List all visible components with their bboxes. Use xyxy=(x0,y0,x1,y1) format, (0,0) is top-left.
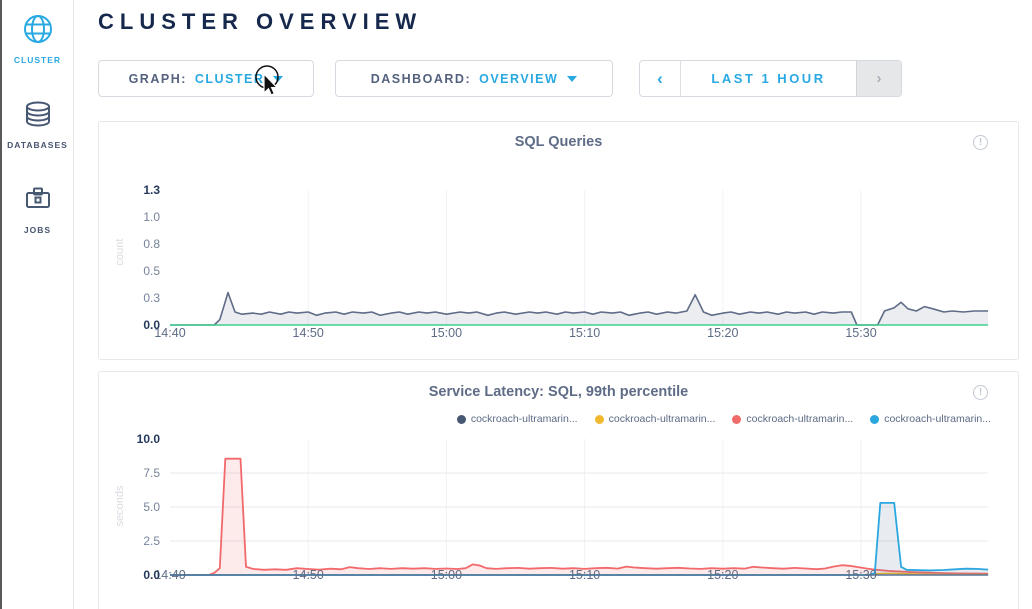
graph-dropdown-label: GRAPH: xyxy=(128,71,187,86)
globe-icon xyxy=(21,12,55,51)
svg-text:0.0: 0.0 xyxy=(143,568,160,582)
sql-queries-card: SQL Queries ! 14:40 14:50 15:00 15:10 15:20 1… xyxy=(98,121,1019,360)
time-range-selector: ‹ LAST 1 HOUR › xyxy=(639,60,902,97)
svg-text:1.3: 1.3 xyxy=(143,183,160,197)
graph-dropdown[interactable]: GRAPH: CLUSTER xyxy=(98,60,314,97)
legend-dot-icon xyxy=(870,414,880,424)
sidebar-item-label: DATABASES xyxy=(7,140,68,150)
svg-text:14:50: 14:50 xyxy=(293,568,324,582)
sql-queries-chart[interactable]: 14:40 14:50 15:00 15:10 15:20 15:30 0.0 0.3 0.5 0… xyxy=(99,122,1020,359)
svg-text:15:20: 15:20 xyxy=(707,568,738,582)
service-latency-chart[interactable]: 14:40 14:50 15:00 15:10 15:20 15:30 0.0 2.5 5.0 7… xyxy=(99,372,1020,609)
svg-text:15:30: 15:30 xyxy=(845,326,876,340)
dashboard-dropdown-label: DASHBOARD: xyxy=(370,71,472,86)
chevron-down-icon xyxy=(273,75,284,82)
svg-text:1.0: 1.0 xyxy=(143,210,160,224)
sidebar-item-cluster[interactable]: CLUSTER xyxy=(2,4,73,65)
chevron-down-icon xyxy=(567,75,578,82)
svg-text:14:50: 14:50 xyxy=(293,326,324,340)
svg-text:2.5: 2.5 xyxy=(143,534,160,548)
svg-text:0.3: 0.3 xyxy=(143,291,160,305)
legend-label: cockroach-ultramarin... xyxy=(884,413,991,425)
legend-label: cockroach-ultramarin... xyxy=(470,413,578,425)
svg-text:0.0: 0.0 xyxy=(143,318,160,332)
svg-text:14:40: 14:40 xyxy=(154,326,185,340)
sidebar-item-label: CLUSTER xyxy=(13,55,62,65)
info-icon[interactable]: ! xyxy=(973,135,988,150)
dashboard-dropdown-value: OVERVIEW xyxy=(479,71,559,86)
svg-text:0.5: 0.5 xyxy=(143,264,160,278)
databases-icon xyxy=(21,97,55,136)
svg-text:14:40: 14:40 xyxy=(154,568,185,582)
legend-dot-icon xyxy=(594,414,604,424)
graph-dropdown-value: CLUSTER xyxy=(194,71,265,86)
time-range-prev-button[interactable]: ‹ xyxy=(640,61,681,96)
legend-item[interactable]: cockroach-ultramarin... xyxy=(870,413,991,425)
svg-text:15:00: 15:00 xyxy=(431,568,462,582)
latency-legend: cockroach-ultramarin... cockroach-ultrama… xyxy=(456,413,991,425)
legend-item[interactable]: cockroach-ultramarin... xyxy=(732,413,853,425)
legend-label: cockroach-ultramarin... xyxy=(608,413,716,425)
svg-text:7.5: 7.5 xyxy=(143,466,160,480)
chart-title: Service Latency: SQL, 99th percentile xyxy=(428,384,689,400)
sidebar-item-jobs[interactable]: JOBS xyxy=(2,174,73,235)
jobs-icon xyxy=(21,182,55,221)
legend-dot-icon xyxy=(456,414,466,424)
svg-text:count: count xyxy=(114,239,126,266)
svg-text:seconds: seconds xyxy=(114,485,126,526)
sidebar-item-label: JOBS xyxy=(23,225,52,235)
dashboard-dropdown[interactable]: DASHBOARD: OVERVIEW xyxy=(335,60,613,97)
legend-dot-icon xyxy=(732,414,742,424)
page-title: CLUSTER OVERVIEW xyxy=(98,9,423,34)
chart-title: SQL Queries xyxy=(514,134,603,150)
sidebar: CLUSTER DATABASES JOBS xyxy=(2,0,74,609)
info-icon[interactable]: ! xyxy=(973,385,988,400)
svg-text:15:30: 15:30 xyxy=(845,568,876,582)
service-latency-card: Service Latency: SQL, 99th percentile ! … xyxy=(98,371,1019,609)
sidebar-item-databases[interactable]: DATABASES xyxy=(2,89,73,150)
time-range-next-button[interactable]: › xyxy=(856,61,901,96)
time-range-label[interactable]: LAST 1 HOUR xyxy=(711,71,826,86)
svg-text:5.0: 5.0 xyxy=(143,500,160,514)
legend-item[interactable]: cockroach-ultramarin... xyxy=(456,413,578,425)
svg-text:15:10: 15:10 xyxy=(569,326,600,340)
svg-text:15:20: 15:20 xyxy=(707,326,738,340)
legend-item[interactable]: cockroach-ultramarin... xyxy=(594,413,716,425)
svg-text:0.8: 0.8 xyxy=(143,237,160,251)
legend-label: cockroach-ultramarin... xyxy=(746,413,854,425)
svg-text:15:10: 15:10 xyxy=(569,568,600,582)
svg-text:10.0: 10.0 xyxy=(137,432,161,446)
svg-text:15:00: 15:00 xyxy=(431,326,462,340)
